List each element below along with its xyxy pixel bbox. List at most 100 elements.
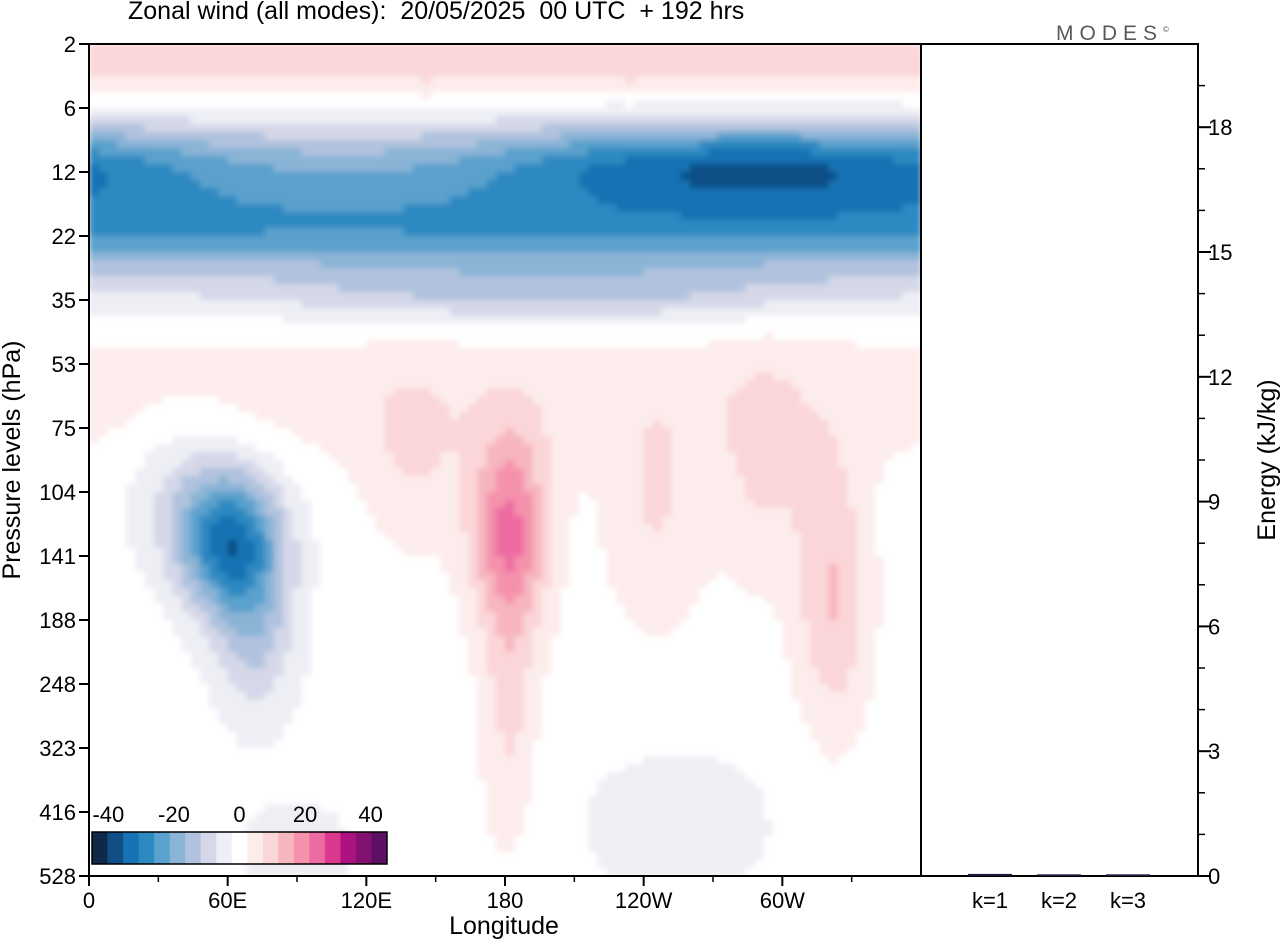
heatmap-cell bbox=[874, 348, 885, 357]
heatmap-cell bbox=[625, 252, 636, 261]
heatmap-cell bbox=[347, 452, 358, 461]
heatmap-cell bbox=[273, 84, 284, 93]
heatmap-cell bbox=[366, 220, 377, 229]
heatmap-cell bbox=[505, 460, 515, 469]
heatmap-cell bbox=[671, 44, 682, 53]
heatmap-cell bbox=[199, 100, 210, 109]
heatmap-cell bbox=[107, 124, 118, 133]
heatmap-cell bbox=[662, 252, 672, 261]
heatmap-cell bbox=[440, 140, 451, 149]
heatmap-cell bbox=[505, 396, 515, 405]
heatmap-cell bbox=[634, 308, 645, 317]
heatmap-cell bbox=[199, 300, 210, 309]
heatmap-cell bbox=[893, 196, 904, 205]
heatmap-cell bbox=[486, 244, 497, 253]
heatmap-cell bbox=[625, 148, 636, 157]
heatmap-cell bbox=[717, 348, 728, 357]
heatmap-cell bbox=[800, 404, 811, 413]
heatmap-cell bbox=[819, 356, 830, 365]
heatmap-cell bbox=[763, 364, 774, 373]
heatmap-cell bbox=[763, 404, 774, 413]
heatmap-cell bbox=[865, 252, 876, 261]
heatmap-cell bbox=[523, 60, 534, 69]
heatmap-cell bbox=[301, 460, 312, 469]
heatmap-cell bbox=[551, 124, 562, 133]
heatmap-cell bbox=[98, 340, 109, 349]
heatmap-cell bbox=[532, 428, 543, 437]
heatmap-cell bbox=[680, 188, 691, 197]
heatmap-cell bbox=[135, 404, 146, 413]
heatmap-cell bbox=[708, 196, 719, 205]
heatmap-cell bbox=[847, 276, 857, 285]
heatmap-cell bbox=[763, 236, 774, 245]
heatmap-cell bbox=[153, 68, 164, 77]
heatmap-cell bbox=[662, 476, 672, 485]
heatmap-cell bbox=[717, 228, 728, 237]
heatmap-cell bbox=[153, 444, 164, 453]
heatmap-cell bbox=[338, 252, 349, 261]
heatmap-cell bbox=[791, 236, 802, 245]
heatmap-cell bbox=[634, 132, 645, 141]
heatmap-cell bbox=[578, 380, 589, 389]
heatmap-cell bbox=[283, 180, 293, 189]
heatmap-cell bbox=[218, 444, 229, 453]
heatmap-cell bbox=[551, 164, 562, 173]
heatmap-cell bbox=[440, 436, 451, 445]
heatmap-cell bbox=[505, 292, 515, 301]
heatmap-cell bbox=[181, 204, 192, 213]
heatmap-cell bbox=[837, 84, 848, 93]
heatmap-cell bbox=[135, 260, 146, 269]
heatmap-cell bbox=[800, 108, 811, 117]
heatmap-cell bbox=[162, 412, 173, 421]
heatmap-cell bbox=[745, 220, 756, 229]
heatmap-cell bbox=[153, 92, 164, 101]
heatmap-cell bbox=[745, 276, 756, 285]
heatmap-cell bbox=[541, 244, 552, 253]
heatmap-cell bbox=[874, 164, 885, 173]
heatmap-cell bbox=[763, 428, 774, 437]
heatmap-cell bbox=[680, 388, 691, 397]
heatmap-cell bbox=[98, 108, 109, 117]
heatmap-cell bbox=[273, 52, 284, 61]
heatmap-cell bbox=[911, 356, 921, 365]
heatmap-cell bbox=[773, 388, 783, 397]
heatmap-cell bbox=[874, 124, 885, 133]
heatmap-cell bbox=[532, 412, 543, 421]
heatmap-cell bbox=[689, 204, 700, 213]
heatmap-cell bbox=[643, 468, 654, 477]
heatmap-cell bbox=[680, 60, 691, 69]
heatmap-cell bbox=[523, 420, 534, 429]
heatmap-cell bbox=[218, 164, 229, 173]
heatmap-cell bbox=[634, 172, 645, 181]
heatmap-cell bbox=[708, 348, 719, 357]
heatmap-cell bbox=[578, 156, 589, 165]
heatmap-cell bbox=[320, 220, 330, 229]
heatmap-cell bbox=[884, 140, 894, 149]
heatmap-cell bbox=[246, 308, 256, 317]
heatmap-cell bbox=[236, 140, 247, 149]
heatmap-cell bbox=[449, 300, 460, 309]
heatmap-cell bbox=[347, 148, 358, 157]
heatmap-cell bbox=[403, 92, 414, 101]
heatmap-cell bbox=[523, 180, 534, 189]
heatmap-cell bbox=[283, 44, 293, 53]
heatmap-cell bbox=[366, 356, 377, 365]
heatmap-cell bbox=[680, 348, 691, 357]
heatmap-cell bbox=[893, 476, 904, 485]
heatmap-cell bbox=[837, 268, 848, 277]
heatmap-cell bbox=[477, 388, 488, 397]
heatmap-cell bbox=[782, 420, 793, 429]
heatmap-cell bbox=[763, 68, 774, 77]
heatmap-cell bbox=[449, 100, 460, 109]
heatmap-cell bbox=[190, 188, 201, 197]
heatmap-cell bbox=[172, 124, 183, 133]
heatmap-cell bbox=[874, 76, 885, 85]
heatmap-cell bbox=[625, 124, 636, 133]
heatmap-cell bbox=[597, 292, 608, 301]
heatmap-cell bbox=[144, 348, 155, 357]
heatmap-cell bbox=[671, 420, 682, 429]
heatmap-cell bbox=[606, 44, 617, 53]
heatmap-cell bbox=[172, 428, 183, 437]
heatmap-cell bbox=[726, 164, 737, 173]
heatmap-cell bbox=[514, 92, 525, 101]
